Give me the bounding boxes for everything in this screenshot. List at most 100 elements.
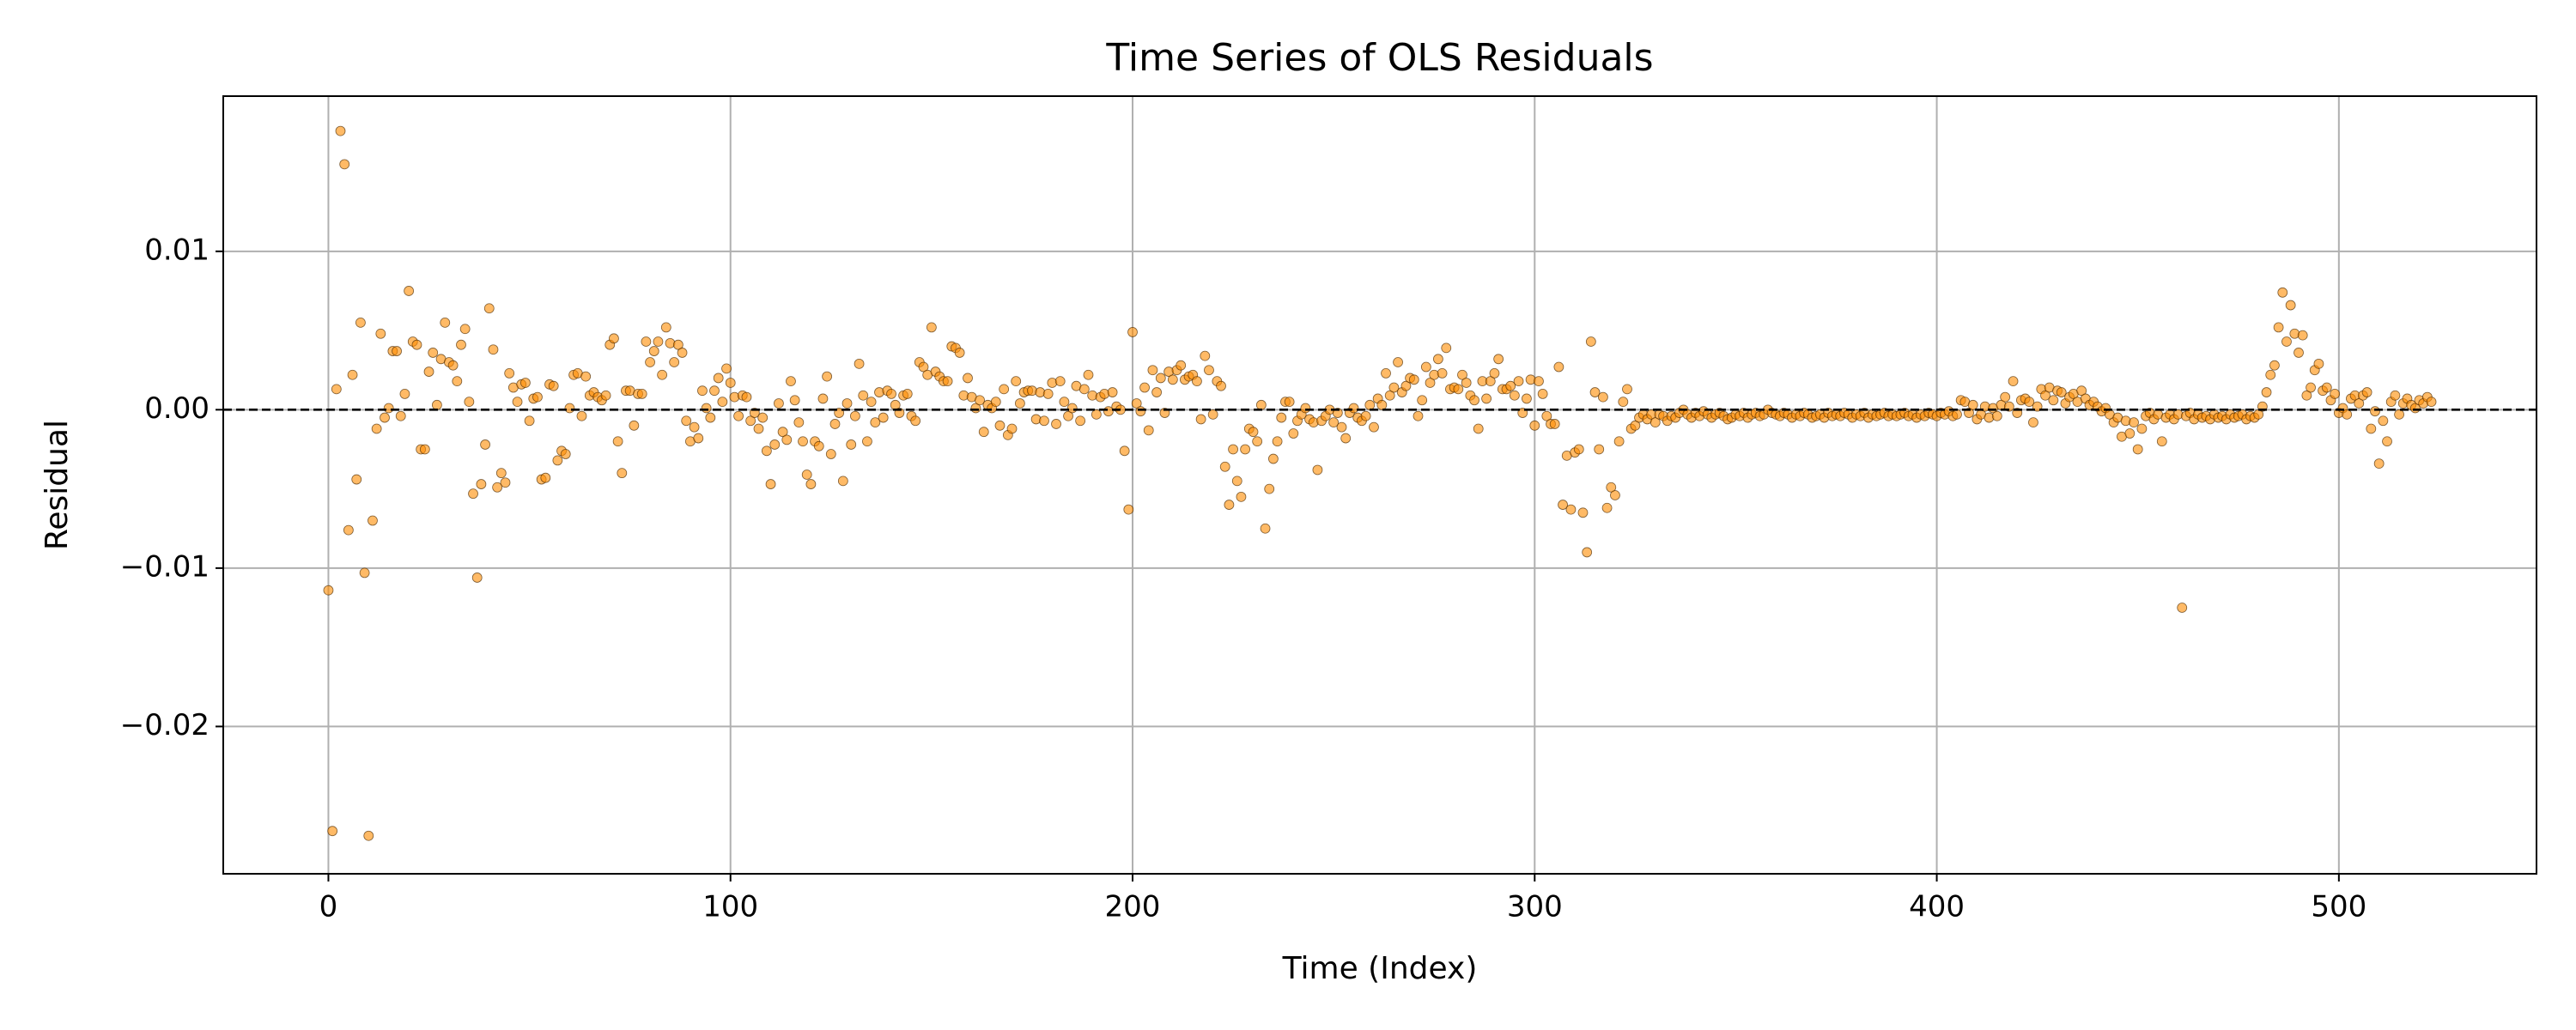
point xyxy=(1393,357,1403,367)
point xyxy=(431,399,442,410)
point xyxy=(2361,387,2372,397)
point xyxy=(1167,374,1178,385)
point xyxy=(1413,410,1424,421)
point xyxy=(495,468,507,479)
point xyxy=(1011,376,1022,387)
point xyxy=(786,376,796,387)
point xyxy=(399,389,410,399)
point xyxy=(476,479,487,489)
point xyxy=(2000,391,2011,403)
point xyxy=(2269,360,2280,371)
point xyxy=(1534,376,1544,387)
point xyxy=(380,412,390,423)
point xyxy=(1991,410,2002,421)
point xyxy=(689,421,700,433)
point xyxy=(335,125,346,136)
point xyxy=(1594,444,1605,455)
point xyxy=(375,328,386,339)
point xyxy=(447,360,459,371)
point xyxy=(423,367,434,377)
point xyxy=(657,369,668,380)
x-tick-label: 300 xyxy=(1507,890,1563,924)
point xyxy=(854,358,865,369)
point xyxy=(327,826,338,837)
point xyxy=(1360,410,1371,421)
point xyxy=(705,412,716,423)
point xyxy=(1513,376,1524,387)
point xyxy=(1131,398,1142,409)
point xyxy=(648,346,659,356)
x-tick-label: 400 xyxy=(1909,890,1965,924)
point xyxy=(2306,382,2316,393)
point xyxy=(1453,384,1464,395)
point xyxy=(347,369,358,380)
point xyxy=(1485,376,1496,387)
point xyxy=(858,390,869,401)
point xyxy=(1139,382,1150,393)
point xyxy=(822,371,833,382)
point xyxy=(870,417,881,428)
point xyxy=(817,393,829,404)
point xyxy=(471,573,483,583)
point xyxy=(560,449,571,459)
point xyxy=(492,482,503,493)
point xyxy=(878,412,889,423)
point xyxy=(1276,412,1287,423)
point xyxy=(2281,336,2292,347)
point xyxy=(1610,490,1620,500)
point xyxy=(532,391,543,403)
point xyxy=(404,286,415,296)
point xyxy=(1231,476,1242,487)
point xyxy=(636,389,647,399)
point xyxy=(323,585,334,596)
point xyxy=(1119,445,1130,457)
point xyxy=(1078,384,1090,395)
point xyxy=(653,336,664,347)
point xyxy=(1014,398,1025,409)
point xyxy=(1565,504,1577,515)
point xyxy=(524,415,535,427)
point xyxy=(1597,391,1608,403)
point xyxy=(1200,350,1211,361)
point xyxy=(975,395,985,406)
point xyxy=(1260,523,1271,534)
x-tick-label: 100 xyxy=(702,890,758,924)
point xyxy=(1176,360,1187,371)
point xyxy=(1952,409,1962,420)
point xyxy=(1300,403,1311,414)
point xyxy=(1420,361,1431,373)
point xyxy=(355,317,366,328)
point xyxy=(371,423,382,434)
point xyxy=(459,324,471,335)
point xyxy=(617,468,628,479)
point xyxy=(1384,390,1395,401)
point xyxy=(1469,395,1479,406)
point xyxy=(2132,444,2143,455)
point xyxy=(368,515,378,526)
point xyxy=(798,436,808,447)
point xyxy=(677,348,688,358)
point xyxy=(1425,378,1436,388)
point xyxy=(681,415,692,427)
point xyxy=(2261,387,2272,397)
point xyxy=(1400,380,1412,391)
point xyxy=(363,830,374,841)
point xyxy=(1268,453,1279,464)
point xyxy=(540,472,551,483)
point xyxy=(1328,417,1340,428)
point xyxy=(1264,483,1275,494)
point xyxy=(1143,425,1154,436)
point xyxy=(2297,330,2308,341)
point xyxy=(713,373,724,384)
point xyxy=(351,474,362,485)
point xyxy=(1204,365,1214,376)
point xyxy=(886,389,896,399)
point xyxy=(805,479,817,489)
point xyxy=(2129,417,2139,428)
point xyxy=(1558,500,1568,510)
point xyxy=(1042,389,1054,399)
point xyxy=(1441,342,1452,354)
y-tick-label: 0.00 xyxy=(144,391,210,426)
point xyxy=(2265,369,2276,380)
